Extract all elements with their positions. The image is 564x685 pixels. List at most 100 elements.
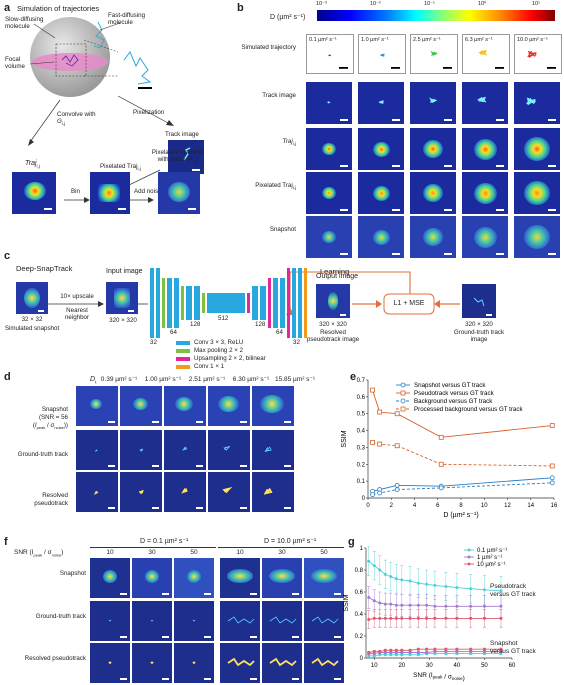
g-point — [444, 585, 448, 588]
upscale-label: 10× upscale — [60, 293, 94, 300]
scale-bar — [162, 678, 169, 680]
traj-tile — [12, 172, 56, 214]
g-point — [469, 587, 473, 591]
colorbar-tick: 10⁻³ — [316, 1, 327, 7]
b-blob — [372, 141, 390, 157]
g-point — [444, 652, 448, 656]
panel-label-f: f — [4, 536, 8, 548]
e-ytick: 0.4 — [357, 429, 366, 435]
g-point — [499, 616, 503, 620]
b-traj-box-1: 1.0 µm² s⁻¹ — [358, 34, 406, 74]
e-legend-2: Background versus GT track — [414, 398, 493, 405]
g-xtick: 10 — [371, 663, 378, 669]
g-series-line-5 — [368, 648, 501, 653]
scale-bar — [204, 593, 211, 595]
e-point — [549, 423, 555, 428]
scale-bar — [444, 253, 452, 255]
e-ytick: 0 — [362, 496, 366, 502]
g-point — [482, 616, 486, 620]
e-point — [377, 409, 383, 415]
f-tile-r1-c4 — [262, 601, 302, 641]
track-image-tile — [168, 140, 204, 174]
scale-bar — [250, 593, 257, 595]
g-point — [425, 647, 429, 651]
b-blob — [372, 229, 390, 245]
input-image-tile — [106, 282, 138, 314]
g-point — [455, 604, 459, 608]
channel-count-2: 128 — [190, 321, 201, 328]
g-point — [383, 572, 387, 576]
e-xtick: 8 — [459, 503, 463, 509]
scale-bar — [496, 165, 504, 167]
b-d-value-2: 2.5 µm² s⁻¹ — [413, 37, 441, 43]
panel-label-g: g — [348, 536, 355, 548]
chart-g: 0 0.2 0.4 0.6 0.8 1 10 20 30 40 50 60 SSIM SNR (Ipeak… — [343, 546, 516, 682]
d-d-value-1: 1.00 µm² s⁻¹ — [144, 376, 182, 383]
d-blob — [260, 395, 284, 413]
g-point — [394, 651, 398, 654]
f-group2-line — [218, 547, 344, 548]
g-point — [416, 647, 420, 651]
size-big-gt: 320 × 320 — [465, 321, 493, 328]
b-tile-r2-c0 — [306, 128, 352, 170]
g-pseudo-label: Pseudotrack versus GT track — [490, 583, 536, 599]
d-tile-r0-c3 — [208, 386, 250, 426]
scale-bar — [196, 507, 203, 509]
g-legend-0: 0.1 µm² s⁻¹ — [477, 548, 507, 554]
g-ytick: 0 — [360, 656, 364, 662]
f-snr-4: 30 — [278, 549, 286, 556]
size-small: 32 × 32 — [21, 316, 43, 323]
g-point — [408, 616, 412, 620]
f-tile-r1-c2 — [174, 601, 214, 641]
scale-bar — [392, 165, 400, 167]
size-big-in: 320 × 320 — [109, 317, 137, 324]
sim-snapshot-tile — [16, 282, 48, 314]
e-point — [370, 439, 375, 445]
e-xtick: 16 — [551, 503, 558, 509]
g-point — [455, 586, 459, 590]
scale-bar — [292, 636, 299, 638]
d-tile-r0-c0 — [76, 386, 118, 426]
d-tile-r1-c2 — [164, 430, 206, 470]
d-blob — [175, 397, 193, 411]
e-point — [438, 461, 444, 467]
b-traj-box-2: 2.5 µm² s⁻¹ — [410, 34, 458, 74]
fast-molecule-label: Fast-diffusing molecule — [108, 12, 146, 26]
g-point — [499, 647, 503, 651]
f-tile-r1-c1 — [132, 601, 172, 641]
scale-bar — [196, 421, 203, 423]
scale-bar — [120, 593, 127, 595]
scale-bar — [284, 421, 291, 423]
e-point — [438, 485, 444, 491]
f-tile-r1-c5 — [304, 601, 344, 641]
b-tile-r2-c1 — [358, 128, 404, 170]
e-point — [394, 443, 400, 449]
f-group2: D = 10.0 µm² s⁻¹ — [264, 538, 317, 545]
g-point — [400, 653, 404, 657]
g-point — [367, 618, 371, 621]
g-xtick: 20 — [398, 663, 405, 669]
g-ytick: 1 — [360, 546, 364, 552]
scale-bar — [334, 593, 341, 595]
g-point — [425, 603, 429, 607]
b-blob — [524, 181, 550, 205]
pixelated-traj-tile — [90, 172, 130, 214]
e-xtick: 14 — [527, 503, 534, 509]
g-xtick: 40 — [454, 663, 461, 669]
d-row-snapshot: Snapshot (SNR = 56 (Ipeak / σnoise)) — [32, 406, 68, 430]
g-point — [482, 649, 486, 653]
f-row-label-0: Snapshot — [59, 570, 86, 577]
b-tile-r1-c1 — [358, 82, 404, 124]
g-series-line-0 — [368, 560, 502, 592]
g-point — [416, 653, 420, 657]
g-point — [469, 647, 473, 651]
colorbar-label: D (µm² s⁻¹) — [270, 14, 306, 21]
g-point — [444, 604, 448, 608]
b-blob — [372, 185, 390, 201]
g-point — [408, 653, 412, 657]
g-legend-1: 1 µm² s⁻¹ — [477, 555, 502, 561]
b-tile-r1-c3 — [462, 82, 508, 124]
f-snr-5: 50 — [320, 549, 328, 556]
g-point — [389, 602, 393, 606]
b-traj-box-3: 6.3 µm² s⁻¹ — [462, 34, 510, 74]
